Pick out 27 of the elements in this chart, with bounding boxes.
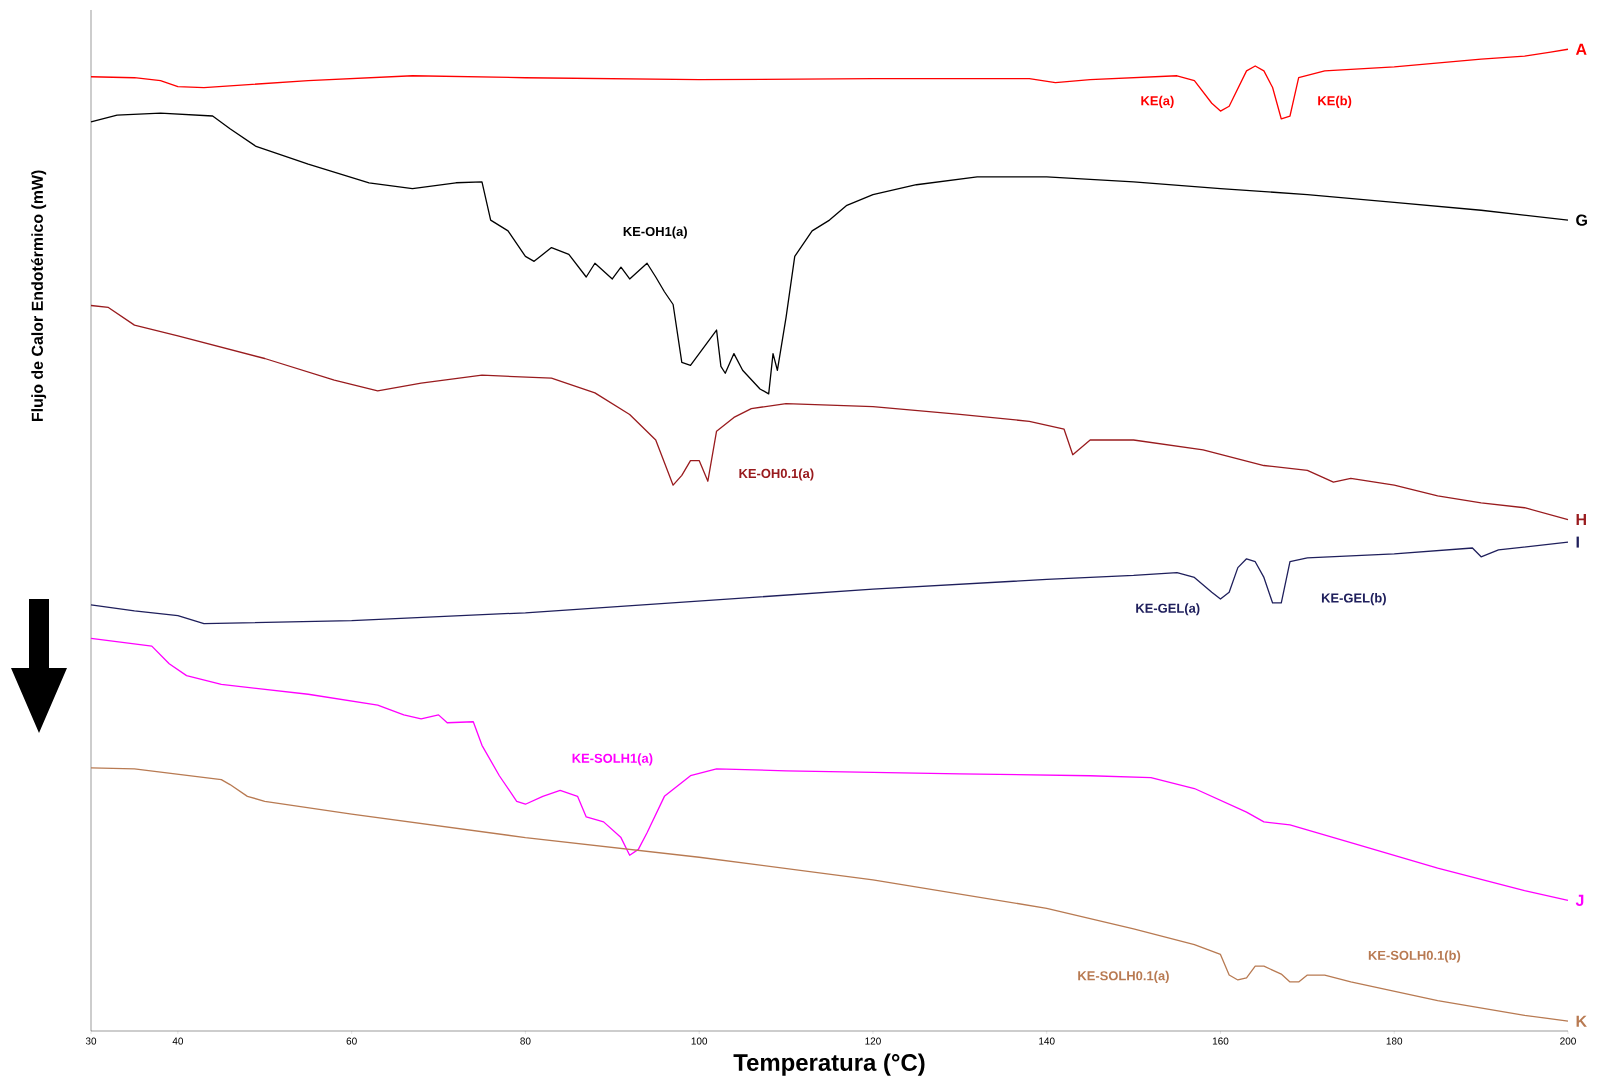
- x-tick-label: 200: [1560, 1037, 1576, 1045]
- annotation: KE-OH0.1(a): [739, 468, 814, 481]
- annotation: KE-OH1(a): [623, 226, 687, 239]
- series-label: A: [1575, 43, 1587, 55]
- x-tick-label: 180: [1386, 1037, 1403, 1045]
- annotation: KE(a): [1141, 95, 1174, 108]
- x-tick-label: 140: [1039, 1037, 1055, 1045]
- x-tick-label: 100: [691, 1037, 708, 1045]
- y-axis-title: Flujo de Calor Endotérmico (mW): [31, 170, 47, 422]
- series-label: K: [1576, 1015, 1587, 1027]
- series-label: I: [1576, 536, 1579, 548]
- x-tick-label: 120: [865, 1037, 881, 1045]
- x-tick-label: 40: [172, 1037, 184, 1045]
- annotation: KE-SOLH1(a): [572, 753, 653, 766]
- annotation: KE-GEL(a): [1136, 603, 1200, 616]
- annotation: KE(b): [1318, 95, 1352, 108]
- x-axis-title: Temperatura (°C): [733, 1053, 925, 1076]
- annotation: KE-SOLH0.1(a): [1078, 970, 1169, 983]
- x-tick-label: 30: [85, 1037, 97, 1045]
- series-label: H: [1576, 514, 1586, 525]
- x-tick-label: 160: [1212, 1037, 1229, 1045]
- series-label: J: [1575, 894, 1584, 906]
- x-tick-label: 80: [520, 1037, 531, 1045]
- x-tick-label: 60: [346, 1037, 357, 1045]
- annotation: KE-SOLH0.1(b): [1368, 950, 1461, 963]
- series-label: G: [1576, 214, 1587, 226]
- annotation: KE-GEL(b): [1321, 593, 1386, 606]
